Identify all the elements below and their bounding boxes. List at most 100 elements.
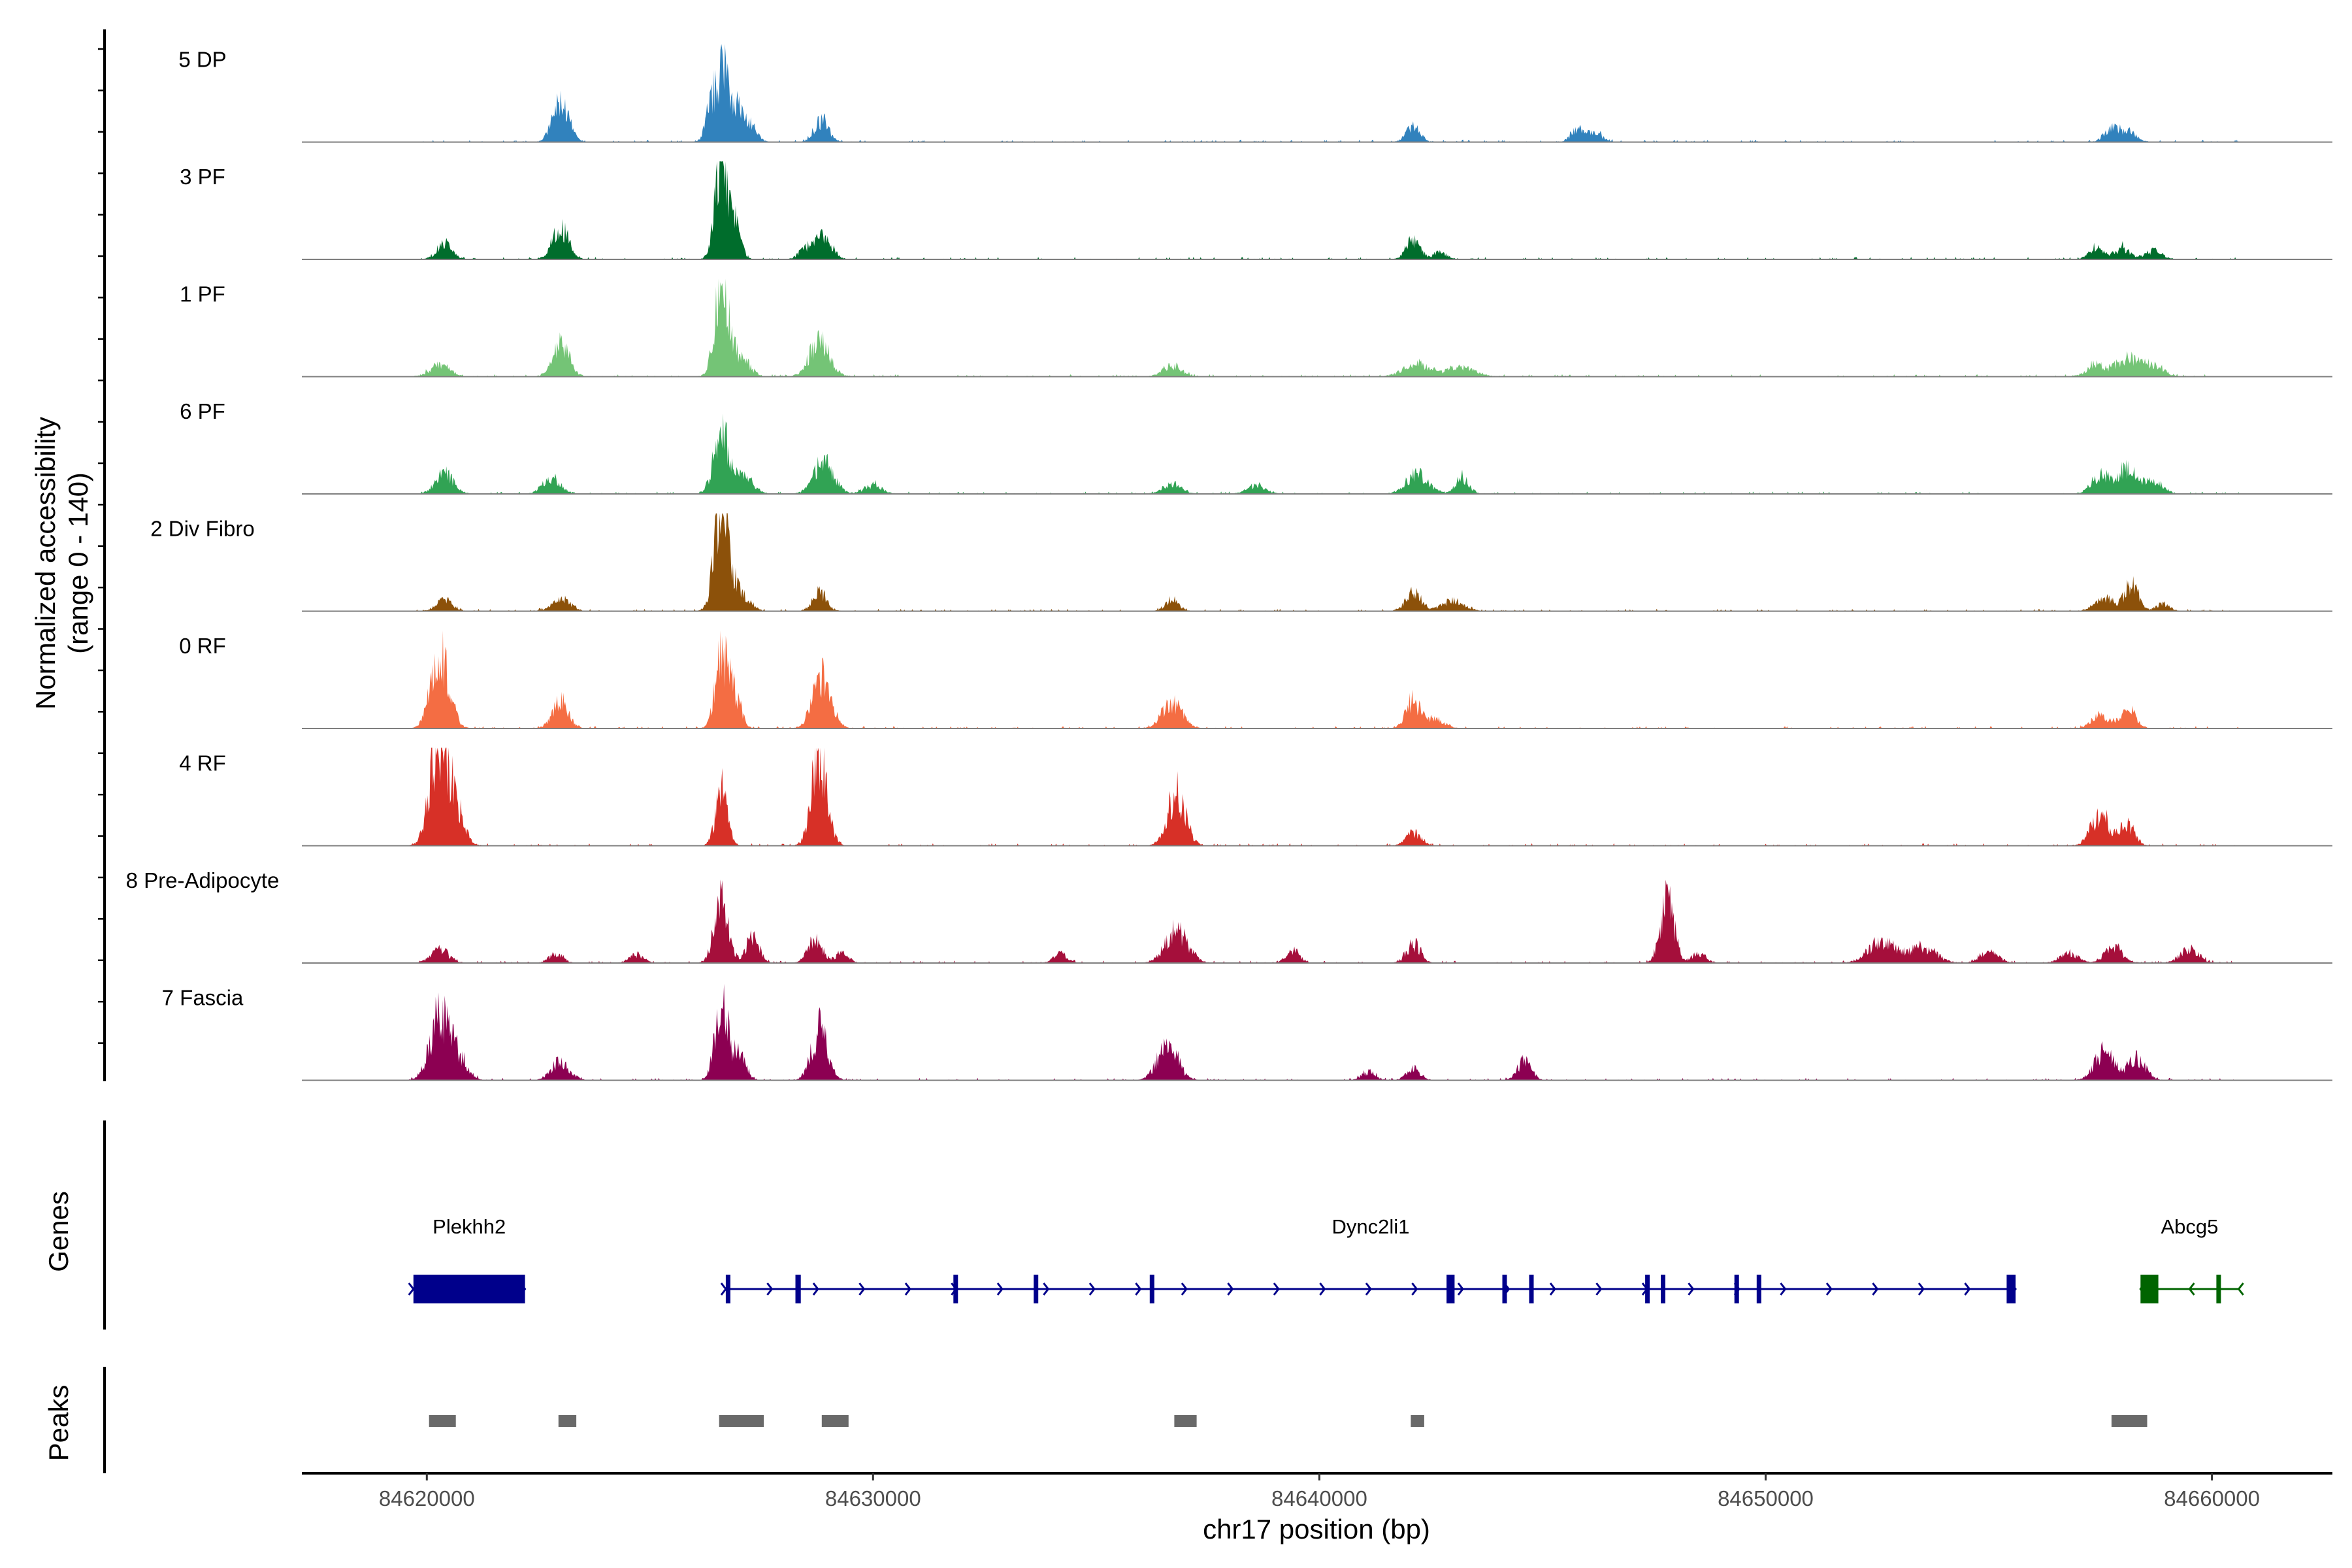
gene-strand-arrow-dync2li1: [1688, 1282, 1695, 1296]
gene-strand-arrow-dync2li1: [1181, 1282, 1188, 1296]
gene-exon-dync2li1: [1661, 1275, 1665, 1303]
gene-strand-arrow-dync2li1: [1918, 1282, 1925, 1296]
gene-exon-dync2li1: [953, 1275, 958, 1303]
peak-region: [1411, 1415, 1424, 1427]
gene-exon-plekhh2: [413, 1275, 525, 1303]
gene-strand-arrow-dync2li1: [858, 1282, 866, 1296]
track-5-dp: 5 DP: [178, 44, 2332, 143]
gene-abcg5: Abcg5: [2139, 1215, 2244, 1303]
gene-exon-dync2li1: [1149, 1275, 1154, 1303]
track-6-pf: 6 PF: [180, 399, 2332, 495]
gene-exon-dync2li1: [1529, 1275, 1534, 1303]
track-coverage-5-dp: [408, 44, 2239, 142]
track-coverage-2-div-fibro: [408, 513, 2239, 612]
y-axis-title-line-2: (range 0 - 140): [63, 472, 93, 654]
gene-strand-arrow-dync2li1: [720, 1282, 727, 1296]
track-8-pre-adipocyte: 8 Pre-Adipocyte: [126, 868, 2332, 964]
gene-strand-arrow-dync2li1: [1825, 1282, 1833, 1296]
x-tick-label: 84650000: [1718, 1486, 1814, 1511]
x-tick-label: 84630000: [825, 1486, 921, 1511]
peaks-panel-title: Peaks: [43, 1385, 74, 1462]
peak-region: [1174, 1415, 1197, 1427]
x-tick-label: 84660000: [2164, 1486, 2260, 1511]
track-label-1-pf: 1 PF: [180, 282, 225, 306]
gene-strand-arrow-dync2li1: [1780, 1282, 1787, 1296]
peak-region: [2111, 1415, 2148, 1427]
y-axis-title-line-1: Normalized accessibility: [30, 417, 61, 710]
gene-label-dync2li1: Dync2li1: [1332, 1215, 1410, 1238]
gene-strand-arrow-dync2li1: [1549, 1282, 1556, 1296]
track-2-div-fibro: 2 Div Fibro: [150, 513, 2332, 612]
gene-strand-arrow-abcg5: [2188, 1282, 2195, 1296]
track-coverage-7-fascia: [408, 983, 2239, 1081]
gene-exon-dync2li1: [725, 1275, 730, 1303]
gene-exon-dync2li1: [1502, 1275, 1507, 1303]
track-7-fascia: 7 Fascia: [162, 983, 2332, 1081]
y-axis-title: Normalized accessibility (range 0 - 140): [30, 417, 93, 710]
track-coverage-1-pf: [408, 278, 2239, 377]
track-coverage-3-pf: [408, 161, 2239, 259]
gene-strand-arrow-dync2li1: [1273, 1282, 1280, 1296]
peak-region: [558, 1415, 577, 1427]
gene-exon-dync2li1: [1446, 1275, 1455, 1303]
gene-strand-arrow-dync2li1: [1964, 1282, 1971, 1296]
gene-exon-dync2li1: [2006, 1275, 2016, 1303]
track-coverage-4-rf: [408, 747, 2239, 846]
gene-exon-dync2li1: [1645, 1275, 1650, 1303]
gene-strand-arrow-dync2li1: [1595, 1282, 1603, 1296]
gene-plekhh2: Plekhh2: [408, 1215, 527, 1303]
gene-exon-dync2li1: [795, 1275, 801, 1303]
track-4-rf: 4 RF: [179, 747, 2332, 847]
peak-region: [429, 1415, 456, 1427]
gene-exon-dync2li1: [1734, 1275, 1739, 1303]
track-coverage-6-pf: [408, 414, 2239, 494]
gene-strand-arrow-dync2li1: [1319, 1282, 1326, 1296]
gene-strand-arrow-plekhh2: [408, 1282, 415, 1296]
x-axis-title: chr17 position (bp): [1203, 1514, 1430, 1544]
gene-exon-abcg5: [2216, 1275, 2221, 1303]
gene-strand-arrow-dync2li1: [1365, 1282, 1372, 1296]
gene-strand-arrow-dync2li1: [766, 1282, 774, 1296]
x-tick-label: 84620000: [379, 1486, 475, 1511]
track-label-0-rf: 0 RF: [179, 634, 226, 658]
track-3-pf: 3 PF: [180, 161, 2332, 260]
genes-panel-title: Genes: [43, 1191, 74, 1272]
gene-exon-dync2li1: [1756, 1275, 1761, 1303]
track-label-5-dp: 5 DP: [178, 48, 226, 72]
peak-region-track: [429, 1415, 2148, 1427]
track-label-7-fascia: 7 Fascia: [162, 986, 244, 1010]
gene-strand-arrow-dync2li1: [1457, 1282, 1464, 1296]
gene-strand-arrow-dync2li1: [812, 1282, 819, 1296]
gene-strand-arrow-dync2li1: [1411, 1282, 1418, 1296]
track-coverage-8-pre-adipocyte: [408, 879, 2239, 963]
track-label-6-pf: 6 PF: [180, 399, 225, 423]
gene-dync2li1: Dync2li1: [720, 1215, 2017, 1303]
track-label-4-rf: 4 RF: [179, 751, 226, 776]
gene-strand-arrow-abcg5: [2237, 1282, 2244, 1296]
x-axis: 84620000 84630000 84640000 84650000 84660000: [302, 1472, 2332, 1511]
coverage-y-axis: [98, 29, 106, 1081]
gene-exon-abcg5: [2140, 1275, 2159, 1303]
gene-exon-dync2li1: [1034, 1275, 1039, 1303]
gene-strand-arrow-dync2li1: [1088, 1282, 1096, 1296]
gene-strand-arrow-dync2li1: [996, 1282, 1004, 1296]
gene-strand-arrow-dync2li1: [1135, 1282, 1142, 1296]
track-label-8-pre-adipocyte: 8 Pre-Adipocyte: [126, 868, 280, 892]
peak-region: [719, 1415, 764, 1427]
track-1-pf: 1 PF: [180, 278, 2332, 378]
track-coverage-0-rf: [408, 630, 2239, 728]
gene-strand-arrow-dync2li1: [1227, 1282, 1234, 1296]
track-label-2-div-fibro: 2 Div Fibro: [150, 517, 255, 541]
x-tick-label: 84640000: [1271, 1486, 1367, 1511]
track-label-3-pf: 3 PF: [180, 165, 225, 189]
gene-strand-arrow-dync2li1: [904, 1282, 911, 1296]
coverage-tracks: 5 DP 3 PF 1 PF 6 PF 2 Div Fibro 0 RF 4 RF 8 Pre…: [126, 44, 2332, 1081]
gene-strand-arrow-dync2li1: [1872, 1282, 1879, 1296]
gene-annotation-track: Plekhh2 Dync2li1 Abcg5: [408, 1215, 2244, 1303]
gene-label-abcg5: Abcg5: [2161, 1215, 2218, 1238]
gene-label-plekhh2: Plekhh2: [433, 1215, 506, 1238]
track-0-rf: 0 RF: [179, 630, 2332, 729]
peak-region: [821, 1415, 849, 1427]
gene-strand-arrow-dync2li1: [1043, 1282, 1050, 1296]
